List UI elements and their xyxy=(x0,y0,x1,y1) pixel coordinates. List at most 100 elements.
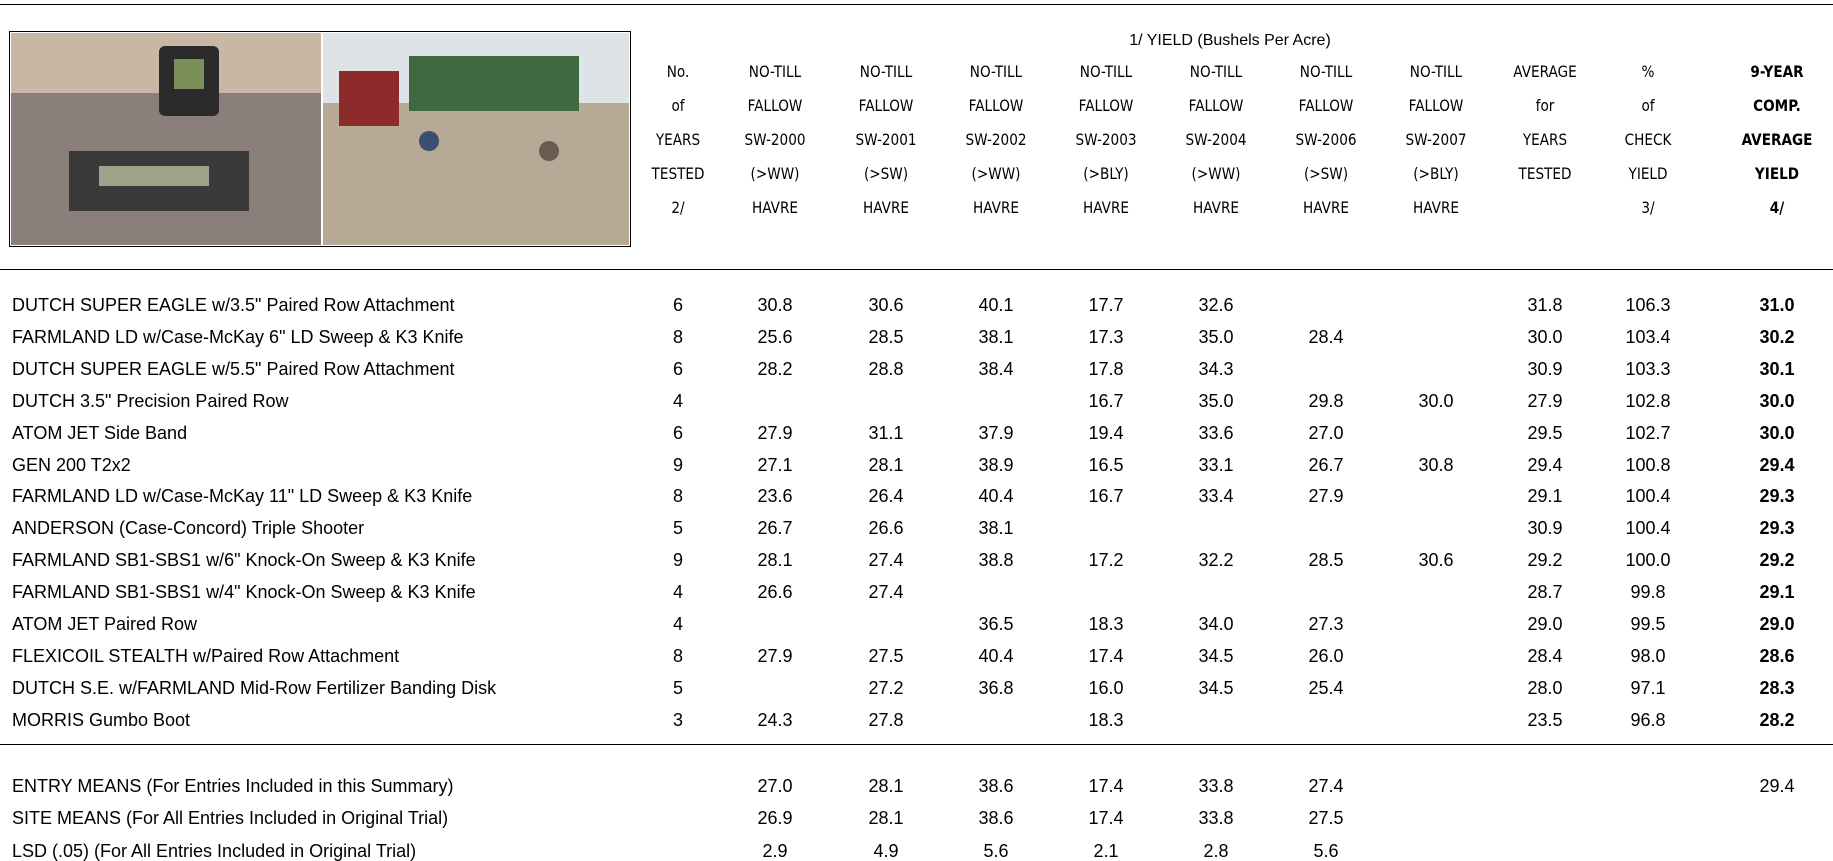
cell: 99.5 xyxy=(1630,615,1665,633)
cell: 29.4 xyxy=(1759,777,1794,795)
cell: 35.0 xyxy=(1198,328,1233,346)
cell: 98.0 xyxy=(1630,647,1665,665)
row-label: GEN 200 T2x2 xyxy=(12,456,131,474)
photo-seeder xyxy=(409,56,579,111)
cell: 27.9 xyxy=(1527,392,1562,410)
column-header: NO-TILL xyxy=(860,64,912,80)
column-header: (>WW) xyxy=(1192,166,1241,182)
cell: 100.8 xyxy=(1625,456,1670,474)
row-label: ENTRY MEANS (For Entries Included in thi… xyxy=(12,777,453,795)
cell: 23.5 xyxy=(1527,711,1562,729)
cell: 29.8 xyxy=(1308,392,1343,410)
cell: 29.2 xyxy=(1527,551,1562,569)
cell: 9 xyxy=(673,456,683,474)
cell: 17.8 xyxy=(1088,360,1123,378)
cell: 28.1 xyxy=(868,809,903,827)
cell: 27.3 xyxy=(1308,615,1343,633)
cell: 29.0 xyxy=(1759,615,1794,633)
photo-display xyxy=(99,166,209,186)
column-header: NO-TILL xyxy=(1300,64,1352,80)
cell: 27.4 xyxy=(868,551,903,569)
cell: 26.6 xyxy=(757,583,792,601)
cell: 4.9 xyxy=(873,842,898,860)
cell: 17.2 xyxy=(1088,551,1123,569)
cell: 5 xyxy=(673,679,683,697)
row-label: ANDERSON (Case-Concord) Triple Shooter xyxy=(12,519,364,537)
column-header: HAVRE xyxy=(1193,200,1239,216)
row-label: FARMLAND SB1-SBS1 w/6" Knock-On Sweep & … xyxy=(12,551,476,569)
cell: 25.6 xyxy=(757,328,792,346)
column-header: No. xyxy=(667,64,690,80)
cell: 17.4 xyxy=(1088,777,1123,795)
cell: 30.9 xyxy=(1527,360,1562,378)
row-label: DUTCH 3.5" Precision Paired Row xyxy=(12,392,288,410)
cell: 30.8 xyxy=(1418,456,1453,474)
cell: 6 xyxy=(673,360,683,378)
cell: 27.4 xyxy=(868,583,903,601)
cell: 35.0 xyxy=(1198,392,1233,410)
row-label: SITE MEANS (For All Entries Included in … xyxy=(12,809,448,827)
photo-person xyxy=(539,141,559,161)
cell: 4 xyxy=(673,583,683,601)
cell: 28.4 xyxy=(1527,647,1562,665)
column-header: (>SW) xyxy=(1304,166,1348,182)
cell: 33.8 xyxy=(1198,777,1233,795)
cell: 16.0 xyxy=(1088,679,1123,697)
cell: 40.4 xyxy=(978,647,1013,665)
column-header: NO-TILL xyxy=(970,64,1022,80)
cell: 31.1 xyxy=(868,424,903,442)
cell: 28.4 xyxy=(1308,328,1343,346)
body-rule xyxy=(0,744,1833,745)
cell: 40.4 xyxy=(978,487,1013,505)
cell: 29.1 xyxy=(1759,583,1794,601)
cell: 16.5 xyxy=(1088,456,1123,474)
column-header: of xyxy=(671,98,684,114)
column-header: SW-2002 xyxy=(965,132,1026,148)
cell: 26.6 xyxy=(868,519,903,537)
cell: 38.1 xyxy=(978,519,1013,537)
cell: 30.0 xyxy=(1527,328,1562,346)
cell: 96.8 xyxy=(1630,711,1665,729)
cell: 9 xyxy=(673,551,683,569)
cell: 28.1 xyxy=(868,456,903,474)
row-label: DUTCH S.E. w/FARMLAND Mid-Row Fertilizer… xyxy=(12,679,496,697)
cell: 28.1 xyxy=(757,551,792,569)
column-header: (>BLY) xyxy=(1083,166,1128,182)
cell: 33.1 xyxy=(1198,456,1233,474)
cell: 27.9 xyxy=(1308,487,1343,505)
cell: 16.7 xyxy=(1088,487,1123,505)
cell: 30.1 xyxy=(1759,360,1794,378)
column-header: SW-2000 xyxy=(744,132,805,148)
cell: 33.4 xyxy=(1198,487,1233,505)
cell: 32.6 xyxy=(1198,296,1233,314)
cell: 18.3 xyxy=(1088,711,1123,729)
cell: 27.9 xyxy=(757,647,792,665)
photo-screen xyxy=(174,59,204,89)
column-header: HAVRE xyxy=(1303,200,1349,216)
cell: 28.0 xyxy=(1527,679,1562,697)
row-label: FLEXICOIL STEALTH w/Paired Row Attachmen… xyxy=(12,647,399,665)
cell: 103.3 xyxy=(1625,360,1670,378)
cell: 8 xyxy=(673,328,683,346)
cell: 29.3 xyxy=(1759,487,1794,505)
row-label: LSD (.05) (For All Entries Included in O… xyxy=(12,842,416,860)
cell: 30.9 xyxy=(1527,519,1562,537)
cell: 29.4 xyxy=(1759,456,1794,474)
column-header: (>SW) xyxy=(864,166,908,182)
row-label: DUTCH SUPER EAGLE w/3.5" Paired Row Atta… xyxy=(12,296,455,314)
row-label: FARMLAND LD w/Case-McKay 6" LD Sweep & K… xyxy=(12,328,464,346)
column-header: COMP. xyxy=(1753,98,1801,114)
cell: 17.4 xyxy=(1088,647,1123,665)
column-header: HAVRE xyxy=(1413,200,1459,216)
cell: 26.4 xyxy=(868,487,903,505)
cell: 28.8 xyxy=(868,360,903,378)
cell: 38.8 xyxy=(978,551,1013,569)
column-header: SW-2003 xyxy=(1075,132,1136,148)
cell: 2.9 xyxy=(762,842,787,860)
column-header: SW-2006 xyxy=(1295,132,1356,148)
cell: 100.0 xyxy=(1625,551,1670,569)
cell: 38.9 xyxy=(978,456,1013,474)
cell: 23.6 xyxy=(757,487,792,505)
cell: 5 xyxy=(673,519,683,537)
column-header: YEARS xyxy=(656,132,700,148)
